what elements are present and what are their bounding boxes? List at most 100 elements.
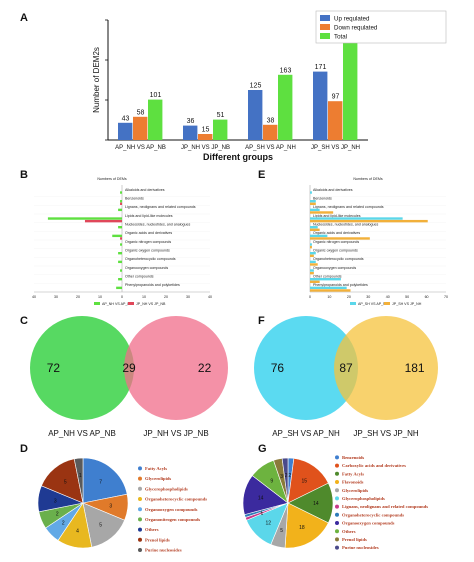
x-tick-label: 30 bbox=[54, 295, 58, 299]
chart-f-venn: 76 87 181 AP_SH VS AP_NH JP_SH VS JP_NH bbox=[254, 316, 438, 438]
panel-letter-a: A bbox=[20, 12, 28, 24]
pie-slice-value: 7 bbox=[99, 479, 102, 485]
legend-label: Others bbox=[342, 529, 356, 534]
legend-swatch bbox=[335, 512, 339, 517]
bar-value-label: 36 bbox=[187, 118, 195, 125]
x-tick-label: AP_SH VS AP_NH bbox=[245, 145, 296, 151]
bar bbox=[120, 269, 122, 272]
pie-slice-value: 1 bbox=[260, 511, 263, 517]
panel-letter-c: C bbox=[20, 315, 28, 327]
pie-slice-value: 1 bbox=[79, 473, 82, 479]
legend-swatch bbox=[138, 537, 142, 542]
chart-d-pie: 7 Fatty Acyls 3 Glycerolipids 5 Glycerophosph… bbox=[37, 457, 207, 553]
pie-slice-value: 2 bbox=[56, 512, 59, 518]
x-tick-label: 30 bbox=[366, 295, 370, 299]
legend-swatch bbox=[350, 302, 356, 305]
bar-value-label: 171 bbox=[315, 64, 327, 71]
bar bbox=[310, 254, 314, 257]
category-label: Organooxygen compounds bbox=[125, 266, 168, 270]
category-label: Lignans, neolignans and related compound… bbox=[313, 205, 384, 209]
pie-slice-value: 3 bbox=[280, 474, 283, 480]
bar bbox=[328, 101, 343, 140]
bar bbox=[310, 234, 328, 238]
x-tick-label: 40 bbox=[386, 295, 390, 299]
legend-label: Carboxylic acids and derivatives bbox=[342, 463, 406, 468]
bar bbox=[120, 243, 122, 246]
legend-label: Organooxygen compounds bbox=[145, 507, 198, 512]
venn-circle-left bbox=[254, 316, 358, 420]
x-tick-label: 40 bbox=[32, 295, 36, 299]
bar bbox=[118, 208, 122, 212]
bar bbox=[248, 90, 263, 140]
legend-swatch bbox=[384, 302, 390, 305]
legend-swatch bbox=[335, 521, 339, 525]
x-axis-title: Different groups bbox=[203, 152, 273, 162]
panel-letter-g: G bbox=[258, 443, 267, 455]
pie-slice-value: 14 bbox=[313, 501, 319, 507]
legend-label: Glycerophospholipids bbox=[342, 496, 385, 501]
x-tick-label: 0 bbox=[309, 295, 311, 299]
bar bbox=[343, 32, 358, 140]
pie-slice-value: 14 bbox=[258, 496, 264, 502]
legend-label: Organonitrogen compounds bbox=[145, 517, 200, 522]
legend-label: Down requlated bbox=[334, 25, 378, 32]
legend-label: Glycerophospholipids bbox=[145, 486, 188, 491]
category-label: Organic nitrogen compounds bbox=[313, 240, 359, 244]
venn-left-label: AP_NH VS AP_NB bbox=[48, 429, 116, 438]
legend-swatch bbox=[335, 463, 339, 468]
panel-letter-e: E bbox=[258, 169, 265, 181]
bar bbox=[84, 219, 122, 223]
bar bbox=[120, 237, 122, 240]
pie-slice-value: 12 bbox=[265, 521, 271, 527]
panel-letter-f: F bbox=[258, 315, 265, 327]
pie-slice-value: 3 bbox=[54, 498, 57, 504]
chart-title: Numbers of DEMs bbox=[353, 177, 383, 181]
bar bbox=[310, 202, 316, 205]
legend-swatch bbox=[320, 33, 330, 39]
chart-a-grouped-bar: 43 58 101 AP_NH VS AP_NB 36 15 51 JP_NH VS JP_N… bbox=[92, 10, 447, 162]
venn-left-count: 76 bbox=[271, 361, 285, 375]
category-label: Organic acids and derivatives bbox=[125, 231, 172, 235]
category-label: Organic oxygen compounds bbox=[313, 249, 358, 253]
legend-swatch bbox=[128, 302, 134, 305]
legend-label: JP_NH VS JP_NB bbox=[136, 302, 166, 306]
pie-slice-value: 2 bbox=[285, 473, 288, 479]
bar bbox=[118, 252, 122, 255]
panel-letter-d: D bbox=[20, 443, 28, 455]
legend-swatch bbox=[94, 302, 100, 305]
category-label: Phenylpropanoids and polyketides bbox=[313, 283, 368, 287]
x-tick-label: 10 bbox=[142, 295, 146, 299]
pie-slice-value: 2 bbox=[288, 473, 291, 479]
bar-value-label: 101 bbox=[150, 92, 162, 99]
pie-slice-value: 5 bbox=[99, 523, 102, 529]
bar bbox=[310, 269, 314, 272]
legend-swatch bbox=[335, 529, 339, 534]
legend-label: AP_SH VS AP_NH bbox=[358, 302, 389, 306]
category-label: Phenylpropanoids and polyketides bbox=[125, 283, 180, 287]
legend-label: Flavonoids bbox=[342, 480, 364, 485]
legend-swatch bbox=[138, 507, 142, 512]
bar bbox=[148, 99, 163, 140]
bar bbox=[183, 125, 198, 140]
venn-left-label: AP_SH VS AP_NH bbox=[272, 429, 340, 438]
legend-label: Benzenoids bbox=[342, 455, 364, 460]
bar bbox=[198, 134, 213, 140]
bar bbox=[118, 122, 133, 140]
legend-label: Organooxygen compounds bbox=[342, 521, 395, 526]
category-label: Alkaloids and derivatives bbox=[313, 188, 353, 192]
bar bbox=[118, 278, 122, 281]
bar-value-label: 51 bbox=[217, 112, 225, 119]
x-tick-label: 20 bbox=[164, 295, 168, 299]
bar-value-label: 38 bbox=[267, 117, 275, 124]
legend-swatch bbox=[335, 455, 339, 460]
bar bbox=[310, 289, 351, 292]
pie-slice-value: 1 bbox=[260, 509, 263, 515]
category-label: Organoheterocyclic compounds bbox=[313, 257, 364, 261]
bar-value-label: 15 bbox=[202, 127, 210, 134]
legend-swatch bbox=[138, 466, 142, 471]
bar bbox=[310, 200, 316, 203]
venn-intersection-count: 87 bbox=[339, 361, 353, 375]
legend-swatch bbox=[335, 488, 339, 493]
bar bbox=[120, 191, 122, 194]
